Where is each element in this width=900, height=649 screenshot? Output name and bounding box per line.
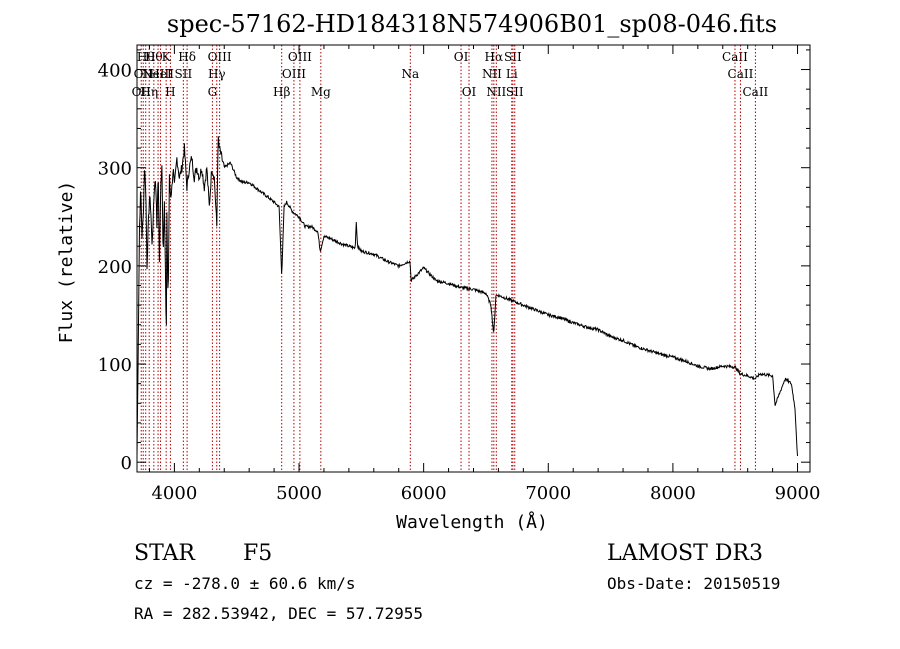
observation-date: Obs-Date: 20150519 xyxy=(607,574,781,593)
line-label: OIII xyxy=(208,50,232,64)
survey-label: LAMOST DR3 xyxy=(607,541,763,566)
y-tick-label: 400 xyxy=(98,61,132,82)
line-label: K xyxy=(162,50,172,64)
line-label: SII xyxy=(506,85,524,99)
line-label: Na xyxy=(401,67,419,81)
x-tick-label: 6000 xyxy=(401,483,447,504)
line-label: Hδ xyxy=(178,50,196,64)
spectrum-line xyxy=(136,136,798,458)
line-label: NII xyxy=(486,85,506,99)
x-axis-label: Wavelength (Å) xyxy=(396,511,548,533)
redshift-readout: cz = -278.0 ± 60.6 km/s xyxy=(134,574,356,593)
x-tick-label: 8000 xyxy=(650,483,696,504)
line-label: OI xyxy=(454,50,469,64)
y-tick-label: 0 xyxy=(121,453,132,474)
object-subclass: F5 xyxy=(243,541,273,566)
line-label: SII xyxy=(175,67,193,81)
line-label: Hθ xyxy=(145,50,163,64)
line-label: OII xyxy=(132,85,152,99)
axes-layer: 4000 5000 6000 7000 8000 9000 0 100 200 300 400 xyxy=(98,45,821,504)
series-layer xyxy=(136,136,798,458)
line-label: H xyxy=(165,85,175,99)
chart-title: spec-57162-HD184318N574906B01_sp08-046.f… xyxy=(167,10,777,38)
line-label: CaII xyxy=(728,67,754,81)
x-tick-label: 7000 xyxy=(525,483,571,504)
line-label: Hγ xyxy=(208,67,226,81)
line-label: HeI xyxy=(149,67,172,81)
line-label: NII xyxy=(482,67,502,81)
line-label: CaII xyxy=(742,85,768,99)
y-tick-label: 200 xyxy=(98,257,132,278)
x-tick-label: 9000 xyxy=(775,483,821,504)
line-label: OII xyxy=(134,67,154,81)
x-tick-label: 5000 xyxy=(276,483,322,504)
line-label: Hα xyxy=(485,50,504,64)
object-class: STAR xyxy=(134,541,195,566)
line-label: G xyxy=(208,85,218,99)
x-tick-label: 4000 xyxy=(151,483,197,504)
line-label: SII xyxy=(504,50,522,64)
y-axis-label: Flux (relative) xyxy=(56,181,77,344)
line-label: Hη xyxy=(140,85,158,99)
spectral-lines-layer: OIIOIIHθHηHθNeIIIHeIKHSIIHδGHγOIIIHβOIII… xyxy=(132,45,769,472)
line-label: OIII xyxy=(288,50,312,64)
line-label: OI xyxy=(462,85,477,99)
coordinates-readout: RA = 282.53942, DEC = 57.72955 xyxy=(134,604,423,623)
line-label: CaII xyxy=(722,50,748,64)
plot-frame xyxy=(136,44,811,473)
line-label: Hβ xyxy=(273,85,290,99)
line-label: OIII xyxy=(282,67,306,81)
y-tick-label: 100 xyxy=(98,355,132,376)
y-tick-label: 300 xyxy=(98,159,132,180)
line-label: Mg xyxy=(311,85,331,99)
line-label: Li xyxy=(506,67,518,81)
line-label: Hθ xyxy=(137,50,155,64)
